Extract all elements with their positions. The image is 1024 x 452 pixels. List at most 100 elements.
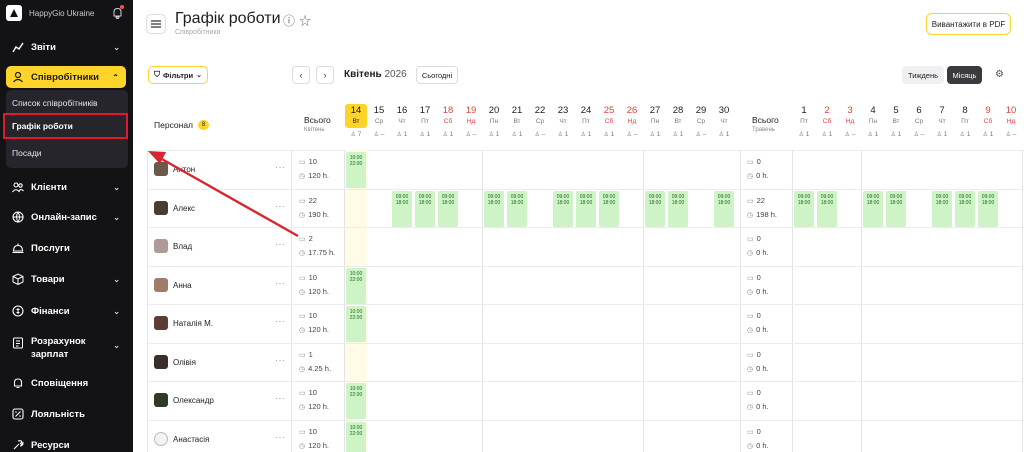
month-view-button[interactable]: Місяць bbox=[947, 66, 982, 84]
more-options-icon[interactable]: ··· bbox=[275, 355, 286, 365]
day-column-header[interactable]: 1 Пт ♙ 1 bbox=[793, 104, 815, 142]
day-column-header[interactable]: 24 Пт ♙ 1 bbox=[575, 104, 597, 142]
next-month-button[interactable]: › bbox=[316, 66, 334, 84]
day-column-header[interactable]: 8 Пт ♙ 1 bbox=[954, 104, 976, 142]
submenu-item-schedule[interactable]: Графік роботи bbox=[3, 113, 128, 139]
sidebar-item-resources[interactable]: Ресурси bbox=[0, 436, 133, 452]
notification-bell-icon[interactable] bbox=[112, 5, 124, 20]
day-column-header[interactable]: 18 Сб ♙ 1 bbox=[437, 104, 459, 142]
sidebar-item-employees[interactable]: Співробітники ⌃ bbox=[6, 66, 126, 88]
employee-name[interactable]: Олександр bbox=[173, 396, 214, 405]
star-icon[interactable]: ☆ bbox=[299, 14, 316, 28]
staff-count: ♙ 7 bbox=[350, 131, 362, 138]
shift-block[interactable]: 10:00 22:00 bbox=[346, 383, 366, 419]
shift-block[interactable]: 09:00 18:00 bbox=[955, 190, 975, 227]
prev-month-button[interactable]: ‹ bbox=[292, 66, 310, 84]
sidebar-item-loyalty[interactable]: Лояльність bbox=[0, 405, 133, 423]
day-column-header[interactable]: 21 Вт ♙ 1 bbox=[506, 104, 528, 142]
shift-block[interactable]: 09:00 18:00 bbox=[978, 190, 998, 227]
day-column-header[interactable]: 2 Сб ♙ 1 bbox=[816, 104, 838, 142]
day-column-header[interactable]: 25 Сб ♙ 1 bbox=[598, 104, 620, 142]
day-column-header[interactable]: 16 Чт ♙ 1 bbox=[391, 104, 413, 142]
day-column-header[interactable]: 26 Нд ♙ – bbox=[621, 104, 643, 142]
breadcrumb[interactable]: Співробітники bbox=[175, 29, 221, 36]
submenu-item-positions[interactable]: Посади bbox=[12, 148, 42, 158]
more-options-icon[interactable]: ··· bbox=[275, 317, 286, 326]
brand[interactable]: HappyGio Ukraine bbox=[0, 0, 133, 26]
submenu-item-employee-list[interactable]: Список співробітників bbox=[12, 98, 98, 108]
sidebar-item-reports[interactable]: Звіти ⌄ bbox=[0, 38, 133, 56]
more-options-icon[interactable]: ··· bbox=[275, 240, 286, 249]
more-options-icon[interactable]: ··· bbox=[275, 394, 286, 403]
day-column-header[interactable]: 22 Ср ♙ – bbox=[529, 104, 551, 142]
day-column-header[interactable]: 27 Пн ♙ 1 bbox=[644, 104, 666, 142]
day-column-header[interactable]: 10 Нд ♙ – bbox=[1000, 104, 1022, 142]
employee-name[interactable]: Наталія М. bbox=[173, 319, 213, 328]
year: 2026 bbox=[384, 69, 407, 80]
day-column-header[interactable]: 6 Ср ♙ – bbox=[908, 104, 930, 142]
shift-block[interactable]: 10:00 22:00 bbox=[346, 421, 366, 452]
settings-gear-icon[interactable]: ⚙ bbox=[995, 69, 1004, 80]
shift-block[interactable]: 09:00 18:00 bbox=[576, 190, 596, 227]
more-options-icon[interactable]: ··· bbox=[275, 163, 286, 172]
sidebar-item-payroll[interactable]: Розрахунок зарплат ⌄ bbox=[0, 335, 133, 361]
filters-button[interactable]: ⛉ Фільтри ⌄ bbox=[148, 66, 208, 84]
week-view-button[interactable]: Тиждень bbox=[902, 66, 944, 84]
shift-block[interactable]: 09:00 18:00 bbox=[863, 190, 883, 227]
shift-block[interactable]: 09:00 18:00 bbox=[484, 190, 504, 227]
sidebar-item-finance[interactable]: Фінанси ⌄ bbox=[0, 302, 133, 320]
day-column-header[interactable]: 9 Сб ♙ 1 bbox=[977, 104, 999, 142]
day-column-header[interactable]: 29 Ср ♙ – bbox=[690, 104, 712, 142]
shift-block[interactable]: 10:00 22:00 bbox=[346, 306, 366, 342]
day-column-header[interactable]: 23 Чт ♙ 1 bbox=[552, 104, 574, 142]
sidebar-item-services[interactable]: Послуги bbox=[0, 239, 133, 257]
more-options-icon[interactable]: ··· bbox=[275, 278, 286, 288]
shift-block[interactable]: 09:00 18:00 bbox=[668, 190, 688, 227]
sidebar-item-notifications[interactable]: Сповіщення bbox=[0, 374, 133, 392]
shift-block[interactable]: 09:00 18:00 bbox=[794, 190, 814, 227]
shift-block[interactable]: 09:00 18:00 bbox=[507, 190, 527, 227]
shift-block[interactable]: 10:00 22:00 bbox=[346, 152, 366, 188]
employee-name[interactable]: Олівія bbox=[173, 357, 196, 367]
shift-block[interactable]: 09:00 18:00 bbox=[392, 190, 412, 227]
export-pdf-button[interactable]: Вивантажити в PDF bbox=[926, 13, 1011, 35]
employee-name[interactable]: Анна bbox=[173, 280, 192, 290]
may-hours: ◷ 0 h. bbox=[747, 171, 769, 180]
day-column-header[interactable]: 14 Вт ♙ 7 bbox=[345, 104, 367, 142]
april-hours: ◷ 120 h. bbox=[299, 171, 329, 180]
day-column-header[interactable]: 28 Вт ♙ 1 bbox=[667, 104, 689, 142]
sidebar-item-online-booking[interactable]: Онлайн-запис ⌄ bbox=[0, 208, 133, 226]
employee-name[interactable]: Антон bbox=[173, 165, 196, 174]
day-column-header[interactable]: 3 Нд ♙ – bbox=[839, 104, 861, 142]
shift-block[interactable]: 10:00 22:00 bbox=[346, 267, 366, 304]
shift-block[interactable]: 09:00 18:00 bbox=[553, 190, 573, 227]
clock-icon: ◷ bbox=[299, 173, 306, 180]
employee-name[interactable]: Влад bbox=[173, 242, 193, 251]
shift-block[interactable]: 09:00 18:00 bbox=[415, 190, 435, 227]
shift-block[interactable]: 09:00 18:00 bbox=[599, 190, 619, 227]
sidebar-item-clients[interactable]: Клієнти ⌄ bbox=[0, 178, 133, 196]
info-icon[interactable]: ⓘ bbox=[283, 14, 300, 28]
day-column-header[interactable]: 15 Ср ♙ – bbox=[368, 104, 390, 142]
shift-block[interactable]: 09:00 18:00 bbox=[714, 190, 734, 227]
day-column-header[interactable]: 4 Пн ♙ 1 bbox=[862, 104, 884, 142]
day-column-header[interactable]: 30 Чт ♙ 1 bbox=[713, 104, 735, 142]
more-options-icon[interactable]: ··· bbox=[275, 201, 286, 211]
shift-block[interactable]: 09:00 18:00 bbox=[932, 190, 952, 227]
shift-block[interactable]: 09:00 18:00 bbox=[886, 190, 906, 227]
day-column-header[interactable]: 19 Нд ♙ – bbox=[460, 104, 482, 142]
total-april-header: Всього bbox=[304, 115, 331, 125]
employee-name[interactable]: Алекс bbox=[173, 203, 196, 213]
shift-block[interactable]: 09:00 18:00 bbox=[438, 190, 458, 227]
employee-name[interactable]: Анастасія bbox=[173, 434, 210, 444]
day-column-header[interactable]: 17 Пт ♙ 1 bbox=[414, 104, 436, 142]
today-button[interactable]: Сьогодні bbox=[416, 66, 458, 84]
menu-toggle-button[interactable] bbox=[146, 14, 166, 34]
more-options-icon[interactable]: ··· bbox=[275, 432, 286, 442]
sidebar-item-products[interactable]: Товари ⌄ bbox=[0, 270, 133, 288]
shift-block[interactable]: 09:00 18:00 bbox=[645, 190, 665, 227]
day-column-header[interactable]: 5 Вт ♙ 1 bbox=[885, 104, 907, 142]
day-column-header[interactable]: 20 Пн ♙ 1 bbox=[483, 104, 505, 142]
day-column-header[interactable]: 7 Чт ♙ 1 bbox=[931, 104, 953, 142]
shift-block[interactable]: 09:00 18:00 bbox=[817, 190, 837, 227]
